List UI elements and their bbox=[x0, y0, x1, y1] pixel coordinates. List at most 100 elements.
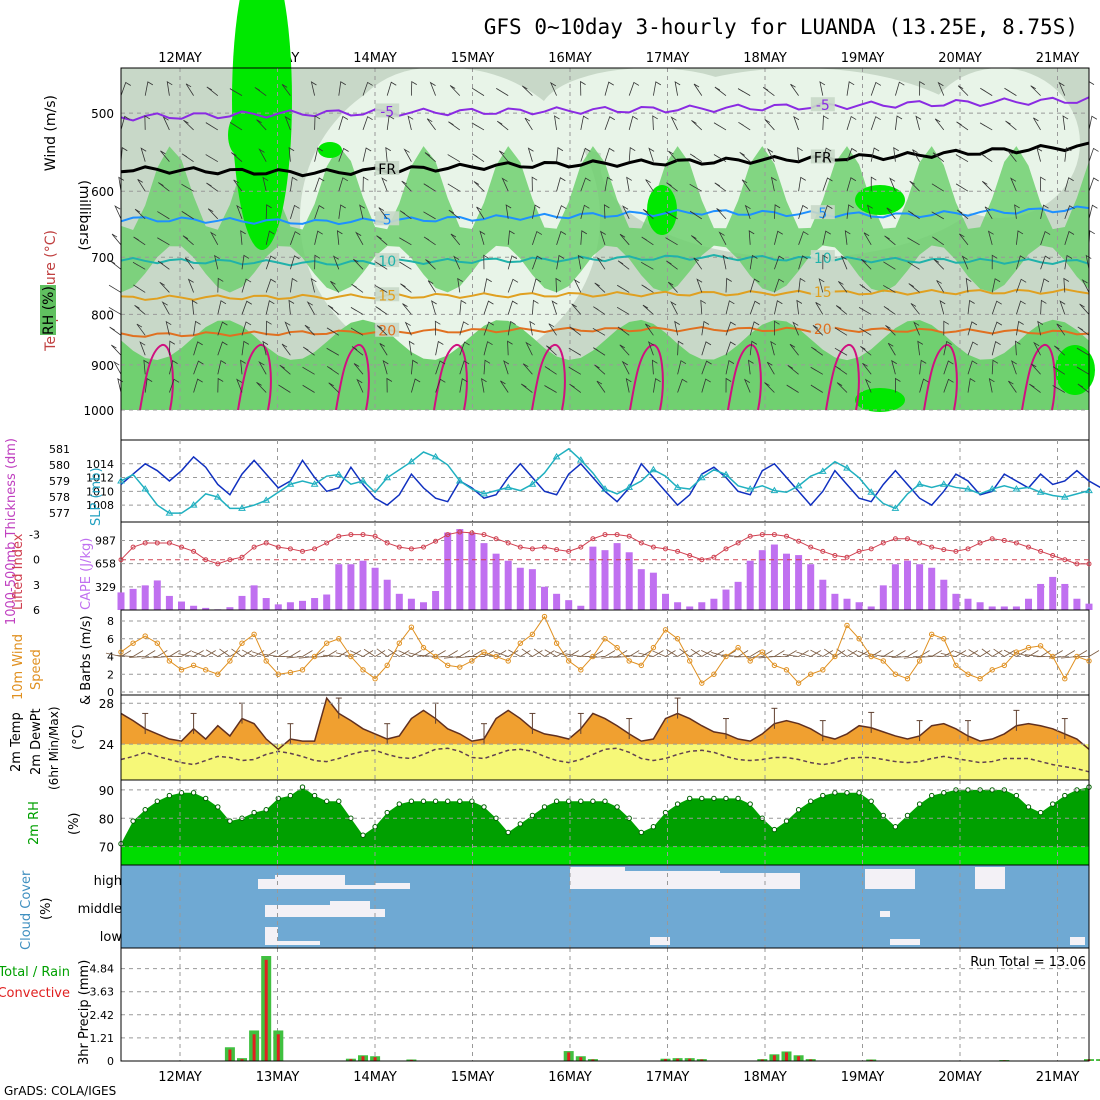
cape-bar bbox=[262, 598, 270, 610]
wind-barb bbox=[353, 363, 364, 375]
wind-barb bbox=[1016, 255, 1026, 270]
pressure-tick-label: 600 bbox=[91, 185, 114, 199]
wind-barb bbox=[284, 321, 291, 336]
wind-barb bbox=[936, 280, 945, 293]
wind-barb bbox=[991, 359, 999, 375]
wind-barb bbox=[846, 204, 854, 219]
li-marker bbox=[408, 546, 414, 552]
wind-barb bbox=[580, 230, 588, 245]
li-marker bbox=[215, 561, 221, 567]
wind-barb bbox=[571, 303, 582, 315]
wind-barb bbox=[1040, 204, 1049, 219]
wind-barb bbox=[362, 116, 373, 131]
wind-barb bbox=[967, 360, 978, 375]
wind-speed-marker bbox=[239, 640, 245, 646]
thickness-marker bbox=[988, 485, 997, 492]
wind-barb bbox=[1007, 150, 1017, 162]
wind-speed-marker bbox=[287, 669, 294, 676]
wind-barb bbox=[982, 180, 993, 192]
li-marker bbox=[723, 546, 729, 552]
wind-barb bbox=[363, 648, 386, 657]
wind-barb bbox=[725, 377, 732, 393]
wind-speed-marker bbox=[638, 662, 644, 669]
wind-barb bbox=[593, 306, 606, 315]
wind-barb bbox=[265, 300, 275, 315]
cape-bar bbox=[819, 579, 827, 610]
li-marker bbox=[554, 547, 560, 553]
wind-barb bbox=[701, 320, 710, 336]
wind-barb bbox=[120, 115, 130, 131]
wind-barb bbox=[281, 343, 291, 356]
thickness-marker bbox=[722, 470, 730, 478]
wind-barb bbox=[691, 235, 703, 246]
wind-barb bbox=[284, 115, 291, 131]
wind-barb bbox=[714, 182, 727, 192]
wind-speed-marker bbox=[142, 633, 148, 639]
wind-barb bbox=[507, 230, 515, 245]
wind-barb bbox=[483, 321, 494, 336]
wind-barb bbox=[792, 321, 799, 336]
li-marker bbox=[251, 544, 257, 550]
wind-barb bbox=[165, 320, 172, 336]
li-marker bbox=[300, 548, 305, 554]
rh-contour bbox=[825, 344, 860, 411]
rh-marker bbox=[650, 824, 657, 830]
wind-barb bbox=[398, 650, 422, 657]
wind-speed-marker bbox=[457, 664, 463, 670]
wind-barb bbox=[1064, 254, 1073, 270]
wind-barb bbox=[385, 146, 392, 162]
wind-barb bbox=[943, 320, 950, 336]
wind-barb bbox=[556, 254, 565, 270]
wind-barb bbox=[507, 300, 518, 315]
wind-barb bbox=[459, 321, 469, 336]
wind-barb bbox=[157, 211, 170, 220]
wind-barb bbox=[980, 87, 993, 96]
wind-barb bbox=[1077, 383, 1090, 393]
cape-bar bbox=[299, 600, 306, 610]
contour-label-bg bbox=[810, 205, 835, 220]
cloud-block bbox=[265, 905, 330, 917]
wind-barb bbox=[1062, 115, 1069, 130]
cape-bar bbox=[432, 590, 440, 610]
wind-tick-label: 6 bbox=[107, 633, 114, 646]
wind-barb bbox=[479, 230, 486, 245]
wind-barb bbox=[375, 261, 388, 270]
rh-high-patch bbox=[647, 185, 677, 235]
rh-marker bbox=[747, 801, 753, 807]
wind-barb bbox=[915, 115, 922, 131]
cape-bar bbox=[117, 592, 125, 610]
ylabel-speed: Speed bbox=[29, 649, 44, 690]
li-marker bbox=[771, 532, 777, 538]
wind-barb bbox=[111, 344, 122, 356]
wind-barb bbox=[764, 382, 775, 393]
cape-bar bbox=[1025, 598, 1032, 610]
wind-barb bbox=[1054, 345, 1066, 356]
wind-barb bbox=[109, 326, 122, 336]
precip-convective-bar bbox=[700, 1059, 704, 1061]
wind-barb bbox=[314, 205, 325, 219]
wind-barb bbox=[931, 183, 945, 192]
wind-barb bbox=[338, 115, 349, 131]
wind-speed-marker bbox=[808, 671, 814, 677]
li-marker bbox=[917, 540, 923, 546]
wind-barb bbox=[713, 122, 727, 131]
wind-barb bbox=[229, 122, 243, 131]
wind-barb bbox=[891, 650, 918, 659]
wind-barb bbox=[835, 305, 848, 315]
ylabel-rh: RH (%) bbox=[41, 286, 57, 335]
thickness-marker bbox=[504, 483, 513, 490]
cloud-block bbox=[625, 871, 720, 889]
thickness-marker bbox=[262, 496, 271, 503]
wind-barb bbox=[744, 204, 751, 219]
wind-speed-marker bbox=[820, 667, 826, 673]
wind-barb bbox=[459, 378, 468, 393]
wind-speed-marker bbox=[251, 631, 257, 638]
date-label: 17MAY bbox=[646, 51, 690, 66]
wind-barb bbox=[907, 210, 920, 220]
wind-speed-marker bbox=[178, 667, 185, 673]
wind-barb bbox=[626, 176, 632, 192]
wind-barb bbox=[426, 118, 436, 131]
wind-barb bbox=[644, 323, 654, 336]
wind-barb bbox=[796, 299, 803, 315]
